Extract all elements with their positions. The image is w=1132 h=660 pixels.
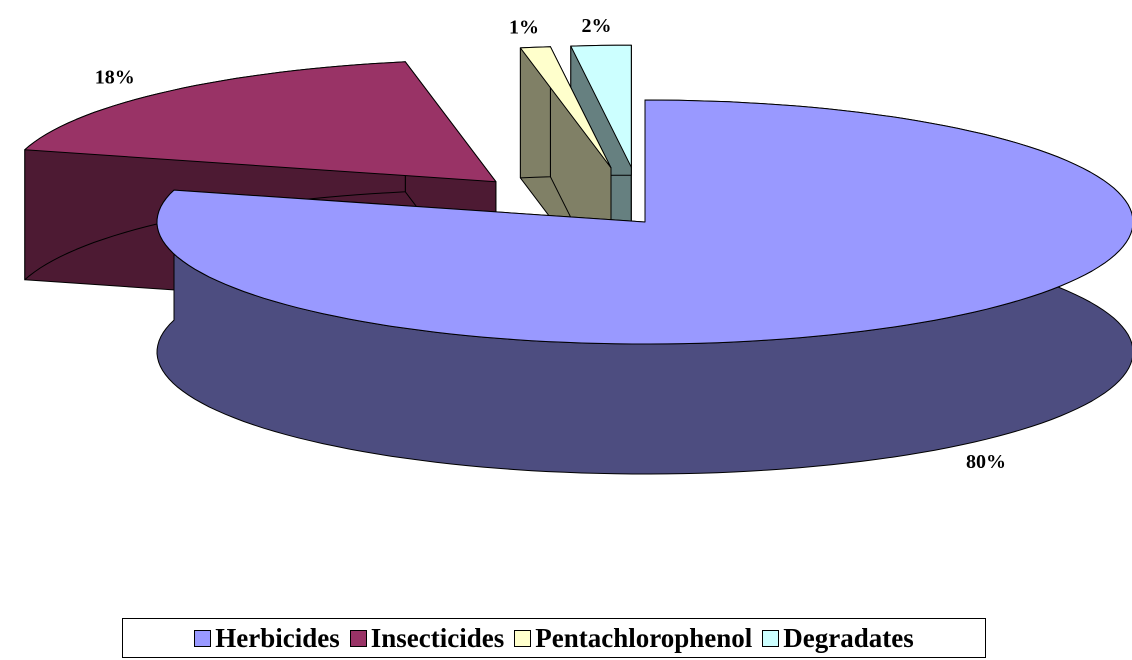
legend-label: Pentachlorophenol	[535, 622, 753, 653]
slice	[24, 61, 497, 183]
legend-swatch	[514, 629, 532, 647]
legend-item: Pentachlorophenol	[514, 623, 752, 654]
data-label: 1%	[509, 17, 539, 39]
legend-item: Degradates	[762, 622, 914, 654]
data-label: 80%	[966, 451, 1006, 473]
legend-item: Insecticides	[349, 622, 505, 654]
slice	[570, 44, 632, 168]
legend-label: Herbicides	[215, 622, 340, 653]
slice	[156, 99, 1132, 345]
slice	[519, 46, 612, 169]
legend-swatch	[762, 629, 780, 647]
legend-label: Insecticides	[370, 622, 505, 653]
legend-swatch	[194, 629, 212, 647]
legend-label: Degradates	[783, 622, 914, 653]
legend-swatch	[349, 629, 367, 647]
chart: 80% 18% 1% 2%	[24, 15, 1132, 475]
legend-item: Herbicides	[194, 622, 340, 654]
legend: Herbicides Insecticides Pentachlorophenol D…	[122, 618, 986, 658]
data-label: 2%	[581, 15, 611, 37]
data-label: 18%	[95, 66, 135, 88]
